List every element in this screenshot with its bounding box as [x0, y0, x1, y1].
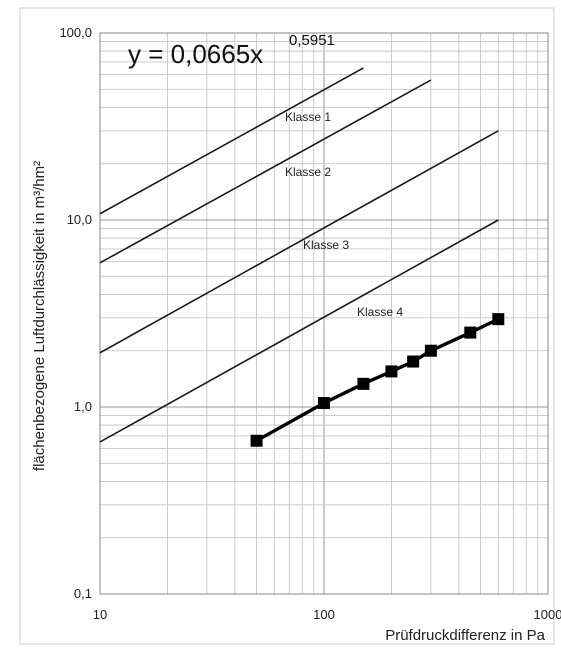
measurement-series [250, 313, 505, 447]
data-point [407, 355, 420, 368]
data-point [250, 434, 263, 447]
class-line-1 [99, 67, 364, 215]
y-tick-label: 100,0 [59, 25, 92, 40]
y-tick-label: 0,1 [74, 586, 92, 601]
data-point [318, 397, 330, 410]
measurement-line [255, 317, 500, 443]
class-label-4: Klasse 4 [357, 305, 403, 319]
class-line-2 [99, 79, 432, 264]
x-axis-label: Prüfdruckdifferenz in Pa [385, 627, 545, 644]
y-axis-label: flächenbezogene Luftdurchlässigkeit in m… [31, 161, 48, 471]
y-tick-label: 10,0 [67, 212, 92, 227]
data-point [492, 313, 505, 326]
class-label-1: Klasse 1 [285, 110, 331, 124]
data-point [464, 326, 477, 339]
data-point [357, 377, 370, 390]
x-tick-label: 100 [313, 607, 335, 622]
class-line-3 [99, 130, 499, 354]
plot-frame [99, 32, 549, 595]
equation-label: y = 0,0665x [128, 39, 263, 69]
data-point [424, 344, 437, 357]
equation-exponent: 0,5951 [289, 32, 335, 49]
y-tick-label: 1,0 [74, 399, 92, 414]
class-label-3: Klasse 3 [303, 238, 349, 252]
tick-labels: 10 100 1000 0,1 1,0 10,0 100,0 [59, 25, 561, 622]
class-line-4 [99, 219, 499, 443]
x-tick-label: 10 [93, 607, 107, 622]
class-label-2: Klasse 2 [285, 165, 331, 179]
class-lines: Klasse 1 Klasse 2 Klasse 3 Klasse 4 [99, 67, 499, 443]
x-tick-label: 1000 [534, 607, 561, 622]
data-point [385, 365, 398, 378]
